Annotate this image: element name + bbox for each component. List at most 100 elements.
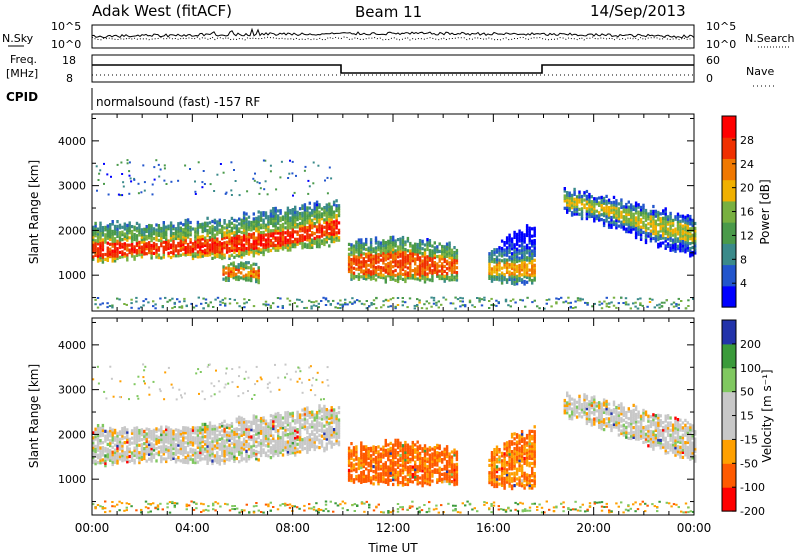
range-cell bbox=[379, 467, 383, 471]
range-cell bbox=[177, 441, 180, 445]
range-cell bbox=[367, 263, 370, 267]
range-cell bbox=[396, 451, 400, 455]
range-cell bbox=[150, 444, 153, 448]
range-cell bbox=[620, 210, 623, 214]
range-cell bbox=[394, 244, 397, 248]
range-cell bbox=[218, 245, 221, 249]
range-cell bbox=[365, 240, 368, 244]
sparse-cell bbox=[121, 194, 124, 197]
range-cell bbox=[274, 219, 277, 223]
range-cell bbox=[513, 230, 516, 234]
range-cell bbox=[306, 436, 309, 440]
range-cell bbox=[369, 459, 373, 463]
range-cell bbox=[128, 221, 131, 225]
range-cell bbox=[281, 433, 285, 437]
range-cell bbox=[189, 248, 192, 252]
range-cell bbox=[315, 215, 319, 219]
range-cell bbox=[252, 453, 255, 457]
range-cell bbox=[387, 252, 390, 256]
power-heatmap bbox=[92, 159, 697, 310]
range-cell bbox=[160, 229, 163, 233]
range-cell bbox=[245, 275, 248, 280]
colorbar-segment bbox=[722, 116, 736, 138]
range-cell bbox=[240, 218, 243, 222]
range-cell bbox=[264, 245, 268, 249]
range-cell bbox=[186, 233, 190, 237]
range-cell bbox=[409, 254, 412, 258]
range-cell bbox=[291, 441, 294, 445]
range-cell bbox=[311, 208, 314, 212]
range-cell bbox=[298, 221, 302, 226]
range-cell bbox=[130, 244, 134, 248]
range-cell bbox=[208, 423, 212, 428]
range-cell bbox=[320, 414, 324, 419]
range-cell bbox=[453, 265, 456, 269]
range-cell bbox=[436, 264, 439, 269]
range-cell bbox=[436, 247, 439, 251]
range-cell bbox=[106, 226, 109, 230]
range-cell bbox=[573, 197, 576, 201]
range-cell bbox=[230, 246, 234, 250]
range-cell bbox=[140, 455, 144, 459]
range-cell bbox=[389, 451, 392, 455]
range-cell bbox=[94, 447, 97, 451]
range-cell bbox=[500, 271, 504, 275]
range-cell bbox=[357, 238, 361, 242]
range-cell bbox=[493, 253, 496, 257]
range-cell bbox=[627, 210, 630, 214]
range-cell bbox=[308, 440, 311, 444]
range-cell bbox=[150, 251, 153, 255]
range-cell bbox=[436, 274, 439, 278]
range-cell bbox=[106, 452, 109, 456]
range-cell bbox=[418, 248, 422, 252]
range-cell bbox=[448, 263, 451, 267]
range-cell bbox=[612, 210, 616, 214]
range-cell bbox=[259, 243, 263, 247]
range-cell bbox=[694, 234, 697, 238]
range-cell bbox=[328, 202, 331, 206]
range-cell bbox=[148, 442, 151, 446]
range-cell bbox=[662, 234, 665, 238]
range-cell bbox=[315, 418, 319, 422]
range-cell bbox=[533, 226, 536, 230]
range-cell bbox=[500, 276, 504, 280]
range-cell bbox=[160, 236, 163, 240]
range-cell bbox=[104, 439, 107, 443]
range-cell bbox=[233, 432, 236, 436]
range-cell bbox=[221, 224, 224, 229]
range-cell bbox=[157, 256, 161, 260]
range-cell bbox=[379, 246, 383, 250]
range-cell bbox=[294, 436, 297, 440]
range-cell bbox=[277, 248, 280, 252]
range-cell bbox=[404, 252, 407, 256]
range-cell bbox=[160, 445, 163, 449]
ground-scatter-cell bbox=[125, 303, 128, 306]
range-cell bbox=[148, 447, 151, 451]
range-cell bbox=[389, 240, 392, 244]
range-cell bbox=[99, 453, 102, 457]
ground-scatter-cell bbox=[665, 299, 668, 302]
range-cell bbox=[121, 451, 124, 455]
range-cell bbox=[172, 239, 175, 243]
range-cell bbox=[221, 424, 224, 428]
range-cell bbox=[394, 448, 397, 452]
ground-scatter-cell bbox=[615, 306, 618, 309]
range-cell bbox=[186, 218, 190, 222]
range-cell bbox=[686, 248, 689, 252]
range-cell bbox=[223, 246, 226, 250]
range-cell bbox=[165, 237, 168, 241]
range-cell bbox=[255, 437, 258, 441]
range-cell bbox=[174, 254, 178, 258]
range-cell bbox=[262, 253, 265, 257]
range-cell bbox=[664, 236, 667, 241]
range-cell bbox=[148, 457, 151, 461]
range-cell bbox=[167, 428, 170, 433]
range-cell bbox=[155, 255, 158, 259]
range-cell bbox=[262, 221, 265, 225]
range-cell bbox=[325, 435, 328, 439]
sparse-cell bbox=[258, 192, 261, 195]
range-cell bbox=[204, 457, 207, 461]
range-cell bbox=[365, 237, 368, 242]
sparse-cell bbox=[307, 179, 310, 182]
